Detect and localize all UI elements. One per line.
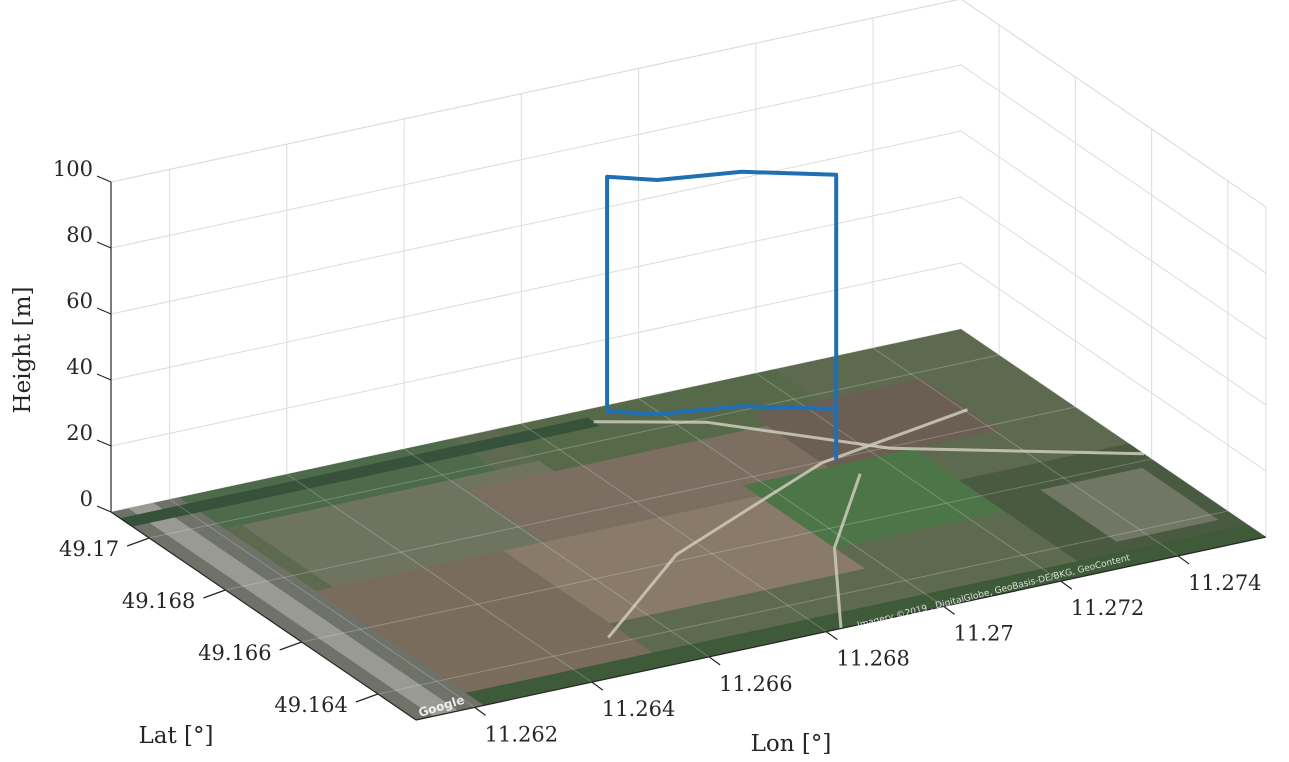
floor-grid-lon	[638, 398, 944, 607]
y-axis-title: Lat [°]	[139, 723, 214, 749]
x-tick-label: 11.268	[836, 647, 909, 671]
wall-grid-h-60	[110, 130, 1267, 340]
x-tick-mark	[943, 605, 955, 615]
y-tick-mark	[203, 589, 226, 599]
floor-grid-lat	[225, 406, 1076, 591]
y-axis-line	[110, 511, 417, 721]
z-axis-title: Height [m]	[10, 287, 36, 414]
z-tick-mark	[96, 373, 112, 381]
field-patch	[751, 378, 998, 468]
x-axis-title: Lon [°]	[751, 731, 832, 757]
z-tick-mark	[96, 439, 112, 447]
flight-trajectory	[605, 169, 839, 461]
floor-grid-lon	[286, 473, 593, 683]
axis-titles: Height [m] Lat [°] Lon [°]	[10, 287, 831, 757]
x-tick-label: 11.274	[1188, 571, 1261, 595]
back-walls-grid	[110, 0, 1267, 538]
z-tick-label: 60	[66, 289, 93, 313]
dirt-road	[832, 473, 862, 629]
x-tick-label: 11.262	[485, 722, 558, 746]
dirt-road	[593, 420, 1145, 456]
floor-grid-lat	[377, 510, 1228, 695]
wall-grid-h-20	[110, 262, 1267, 472]
y-tick-label: 49.164	[274, 693, 347, 717]
field-patch	[503, 495, 865, 624]
y-tick-mark	[355, 693, 379, 703]
floor-grid-lat	[301, 458, 1152, 643]
y-tick-label: 49.168	[122, 589, 195, 613]
trajectory-line	[605, 169, 839, 461]
x-tick-mark	[591, 681, 604, 691]
x-tick-mark	[1177, 555, 1190, 565]
y-tick-mark	[279, 641, 302, 651]
treeline	[397, 524, 1266, 720]
x-tick-label: 11.264	[602, 697, 675, 721]
field-patch	[469, 425, 844, 542]
z-tick-mark	[96, 241, 112, 249]
x-tick-mark	[474, 706, 486, 716]
x-tick-label: 11.272	[1071, 596, 1144, 620]
z-tick-label: 100	[53, 157, 93, 181]
floor-grid	[149, 347, 1228, 708]
z-tick-label: 80	[66, 223, 93, 247]
floor-grid-lat	[149, 354, 1000, 539]
x-tick-mark	[825, 631, 838, 641]
hedge-row	[120, 417, 600, 527]
z-tick-mark	[96, 505, 112, 513]
z-tick-label: 0	[80, 487, 93, 511]
z-tick-label: 20	[66, 421, 93, 445]
wall-grid-h-80	[110, 64, 1267, 274]
z-tick-mark	[96, 175, 112, 183]
satellite-ground-map	[111, 329, 1266, 720]
y-tick-label: 49.17	[59, 537, 119, 561]
village-buildings	[1040, 467, 1219, 542]
x-tick-label: 11.266	[719, 672, 792, 696]
wall-grid-h-40	[110, 196, 1267, 406]
floor-grid-lon	[169, 498, 475, 708]
z-tick-mark	[96, 307, 112, 315]
tick-labels: 0 20 40 60 80 100 11.262 11.264 11.266 11.268 11.2…	[53, 157, 1262, 746]
field-patch	[493, 369, 835, 472]
x-tick-label: 11.27	[954, 621, 1014, 645]
x-tick-mark	[1060, 580, 1073, 590]
field-patch	[743, 448, 1005, 548]
x-tick-mark	[708, 656, 721, 666]
floor-grid-lon	[403, 448, 710, 658]
highway-road	[128, 502, 459, 717]
axes	[110, 182, 1267, 721]
x-axis-line	[415, 536, 1267, 721]
floor-grid-lon	[521, 423, 827, 633]
z-tick-label: 40	[66, 355, 93, 379]
y-tick-mark	[126, 537, 150, 547]
y-tick-label: 49.166	[198, 641, 271, 665]
floor-grid-lon	[872, 347, 1179, 557]
